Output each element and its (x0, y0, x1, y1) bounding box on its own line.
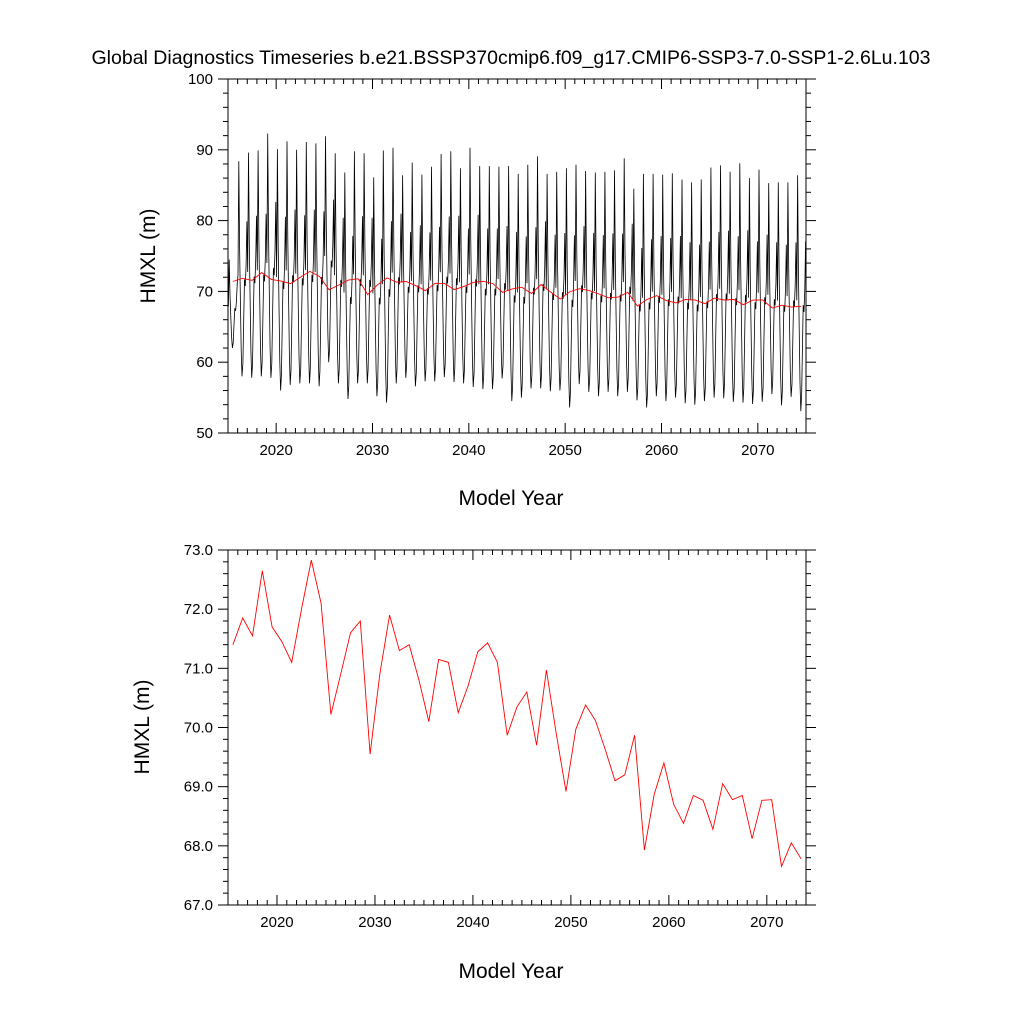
top-panel-x-tick-label: 2020 (259, 442, 292, 459)
bottom-panel-y-tick-label: 70.0 (184, 720, 213, 737)
bottom-panel-x-tick-label: 2030 (358, 914, 391, 931)
top-panel-y-tick-label: 100 (188, 71, 213, 88)
top-panel: Model Year HMXL (m) 2020 2030 2040 2050 2060… (137, 71, 816, 510)
bottom-panel-y-tick-label: 73.0 (184, 542, 213, 559)
bottom-panel-y-tick-label: 67.0 (184, 897, 213, 914)
figure-title: Global Diagnostics Timeseries b.e21.BSSP… (92, 47, 931, 69)
bottom-panel-y-tick-label: 69.0 (184, 779, 213, 796)
bottom-panel-x-tick-label: 2070 (750, 914, 783, 931)
top-panel-x-tick-label: 2070 (741, 442, 774, 459)
bottom-panel: Model Year HMXL (m) 2020 2030 2040 2050 2060… (131, 542, 816, 983)
bottom-panel-x-tick-label: 2040 (456, 914, 489, 931)
top-panel-y-tick-label: 70 (196, 283, 213, 300)
top-panel-x-tick-label: 2040 (452, 442, 485, 459)
bottom-panel-x-tick-label: 2050 (554, 914, 587, 931)
top-panel-x-tick-label: 2050 (548, 442, 581, 459)
top-panel-y-tick-label: 80 (196, 213, 213, 230)
top-panel-y-tick-label: 90 (196, 142, 213, 159)
top-panel-x-axis-title: Model Year (458, 487, 563, 510)
top-panel-y-tick-label: 60 (196, 354, 213, 371)
top-panel-monthly-line (228, 133, 806, 412)
top-panel-y-axis-title: HMXL (m) (137, 209, 160, 304)
bottom-panel-y-tick-label: 71.0 (184, 660, 213, 677)
top-panel-annual-mean-line (232, 270, 802, 309)
bottom-panel-y-tick-label: 68.0 (184, 838, 213, 855)
bottom-panel-x-axis-title: Model Year (458, 960, 563, 983)
bottom-panel-x-tick-label: 2020 (260, 914, 293, 931)
top-panel-x-tick-label: 2060 (645, 442, 678, 459)
bottom-panel-y-tick-label: 72.0 (184, 601, 213, 618)
bottom-panel-y-axis-title: HMXL (m) (131, 680, 154, 775)
bottom-panel-x-tick-label: 2060 (652, 914, 685, 931)
top-panel-y-tick-label: 50 (196, 425, 213, 442)
top-panel-x-tick-label: 2030 (356, 442, 389, 459)
